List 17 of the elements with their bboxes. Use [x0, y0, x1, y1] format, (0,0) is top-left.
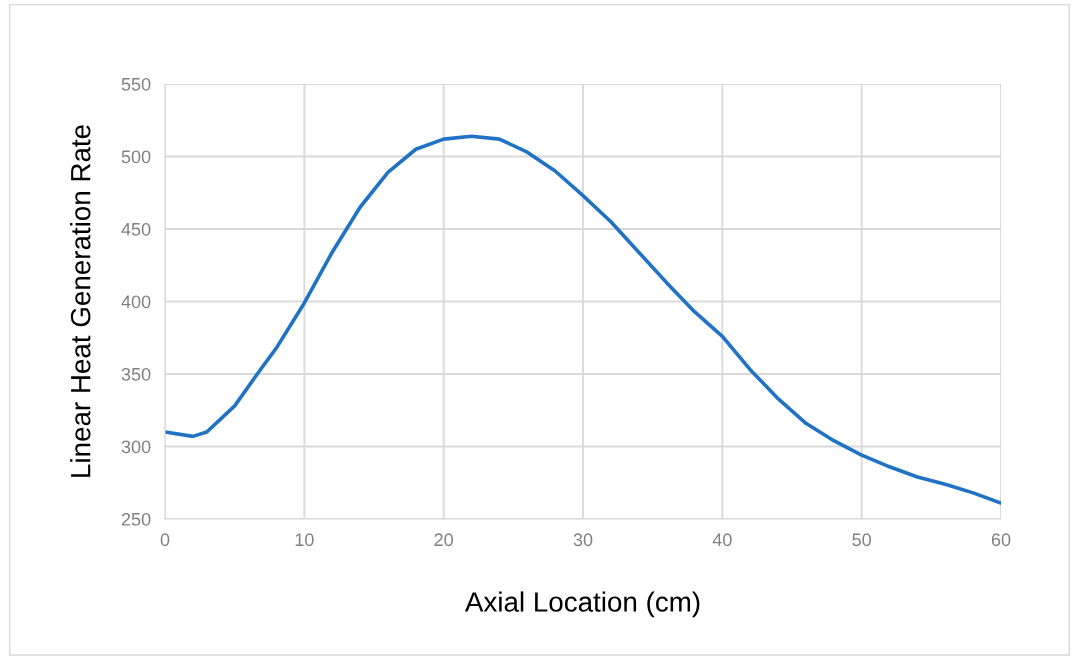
y-tick-label: 350	[121, 367, 151, 381]
y-tick-label: 250	[121, 512, 151, 526]
line-series	[165, 134, 1001, 505]
x-tick-label: 40	[712, 533, 732, 547]
x-tick-label: 0	[160, 533, 170, 547]
x-tick-label: 60	[991, 533, 1011, 547]
y-tick-label: 400	[121, 295, 151, 309]
y-tick-label: 450	[121, 222, 151, 236]
x-axis-title: Axial Location (cm)	[464, 591, 700, 618]
y-axis-title: Linear Heat Generation Rate	[70, 125, 91, 477]
x-tick-label: 20	[434, 533, 453, 547]
x-tick-label: 10	[295, 533, 314, 547]
y-tick-label: 550	[121, 77, 151, 91]
x-tick-label: 30	[573, 533, 593, 547]
y-tick-label: 500	[121, 150, 151, 164]
x-tick-label: 50	[852, 533, 871, 547]
y-tick-label: 300	[121, 440, 151, 454]
